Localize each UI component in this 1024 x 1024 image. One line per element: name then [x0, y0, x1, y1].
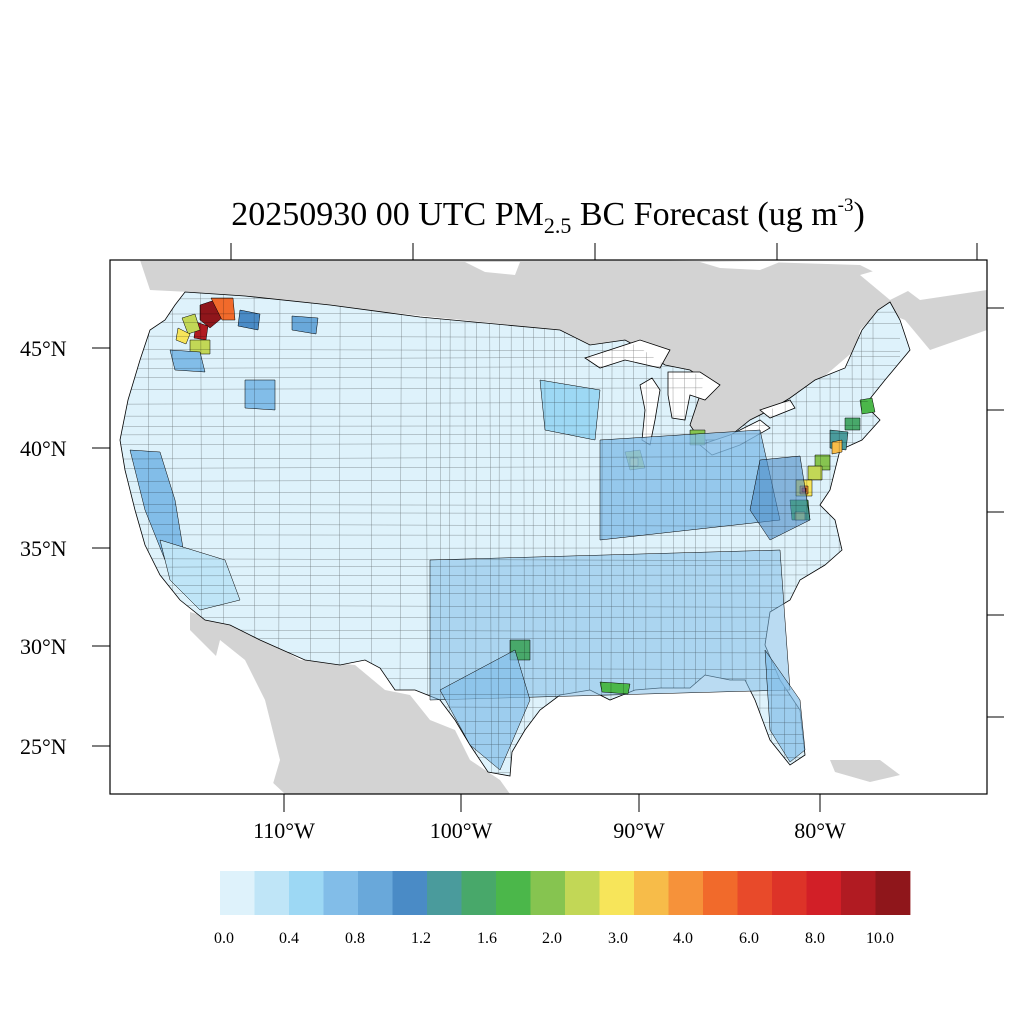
colorbar-swatch: [220, 871, 255, 915]
county-line: [120, 605, 901, 608]
title-pm: PM: [494, 196, 544, 233]
county-line: [523, 292, 525, 776]
county-line: [120, 547, 901, 549]
county-line: [498, 292, 500, 776]
title-date-time: 20250930 00 UTC: [231, 196, 487, 233]
colorbar-label: 4.0: [673, 930, 693, 947]
colorbar-swatch: [703, 871, 738, 915]
left-ticks: [92, 347, 110, 747]
county-line: [120, 592, 901, 594]
county-line: [120, 478, 901, 482]
colorbar-swatch: [461, 871, 497, 915]
right-ticks: [987, 307, 1004, 718]
colorbar-swatch: [289, 871, 324, 915]
colorbar-swatch: [565, 871, 600, 915]
colorbar-label: 0.0: [214, 930, 234, 947]
county-line: [120, 442, 901, 445]
colorbar-swatch: [737, 871, 773, 915]
county-line: [120, 534, 901, 536]
title-units-superscript: -3: [837, 195, 854, 216]
county-line: [120, 558, 901, 562]
canada-land: [140, 260, 987, 445]
map-frame: [109, 259, 988, 795]
gulf-of-california: [215, 640, 280, 794]
county-line: [120, 585, 901, 587]
lon-label-80w: 80°W: [794, 818, 846, 843]
county-line: [510, 292, 512, 776]
county-line: [120, 574, 901, 577]
lon-label-100w: 100°W: [430, 818, 493, 843]
county-line: [532, 292, 534, 776]
gulf-st-lawrence: [860, 262, 960, 300]
county-line: [120, 504, 901, 507]
colorbar-swatch: [772, 871, 807, 915]
colorbar-label: 0.4: [279, 930, 299, 947]
colorbar-label: 6.0: [739, 930, 759, 947]
colorbar-label: 1.2: [411, 930, 431, 947]
colorbar-label: 2.0: [542, 930, 562, 947]
title-pm-subscript: 2.5: [543, 213, 572, 238]
colorbar-swatch: [358, 871, 393, 915]
lat-label-35: 35°N: [20, 536, 67, 561]
title-units: BC Forecast (ug m: [571, 196, 838, 233]
county-line: [120, 433, 901, 436]
colorbar-label: 1.6: [477, 930, 497, 947]
colorbar-swatch: [806, 871, 842, 915]
county-line: [120, 425, 901, 427]
county-line: [120, 491, 901, 493]
colorbar-label: 10.0: [866, 930, 894, 947]
latitude-labels: 45°N 40°N 35°N 30°N 25°N: [20, 336, 67, 759]
colorbar-swatch: [496, 871, 531, 915]
county-line: [120, 465, 901, 469]
lat-label-30: 30°N: [20, 634, 67, 659]
bay-top: [700, 262, 780, 270]
county-line: [120, 523, 901, 527]
colorbar-swatch: [323, 871, 359, 915]
colorbar-label: 8.0: [805, 930, 825, 947]
colorbar: [220, 871, 911, 915]
concentration-patches: [129, 297, 876, 771]
county-line: [544, 292, 547, 776]
cuba-land: [830, 760, 900, 782]
lon-label-110w: 110°W: [253, 818, 315, 843]
county-line: [120, 455, 901, 460]
colorbar-labels: 0.0 0.4 0.8 1.2 1.6 2.0 3.0 4.0 6.0 8.0 …: [214, 930, 894, 947]
county-line: [120, 512, 901, 515]
lon-label-90w: 90°W: [613, 818, 665, 843]
map-area: [110, 260, 987, 794]
colorbar-swatch: [875, 871, 911, 915]
colorbar-swatch: [634, 871, 669, 915]
county-line: [475, 292, 477, 776]
county-line: [120, 564, 901, 568]
colorbar-swatch: [599, 871, 635, 915]
colorbar-swatch: [392, 871, 428, 915]
bottom-ticks: [283, 794, 821, 812]
colorbar-swatch: [530, 871, 566, 915]
title-close: ): [853, 196, 865, 233]
colorbar-swatch: [427, 871, 462, 915]
colorbar-label: 0.8: [345, 930, 365, 947]
longitude-labels: 110°W 100°W 90°W 80°W: [253, 818, 846, 843]
colorbar-swatch: [841, 871, 876, 915]
lat-label-45: 45°N: [20, 336, 67, 361]
colorbar-label: 3.0: [608, 930, 628, 947]
lat-label-25: 25°N: [20, 734, 67, 759]
top-ticks: [230, 243, 978, 260]
colorbar-swatch: [668, 871, 704, 915]
county-line: [489, 292, 492, 776]
colorbar-swatch: [254, 871, 290, 915]
lat-label-40: 40°N: [20, 436, 67, 461]
great-lakes: [584, 339, 796, 456]
lake-top: [465, 262, 520, 275]
map-title: 20250930 00 UTC PM2.5 BC Forecast (ug m-…: [0, 183, 1024, 249]
